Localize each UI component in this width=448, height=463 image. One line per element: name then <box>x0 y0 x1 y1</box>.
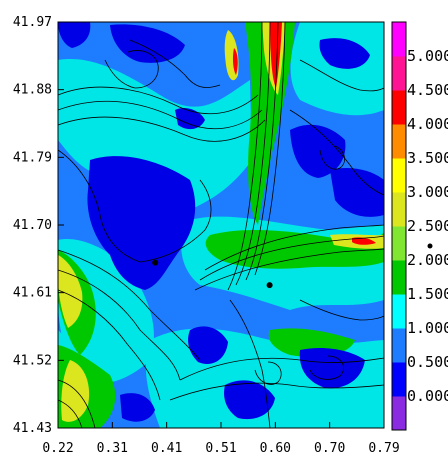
streamline <box>194 248 384 291</box>
x-tick-label: 0.60 <box>260 441 291 456</box>
colorbar-label: 3.000 <box>407 183 448 201</box>
streamline <box>289 109 384 196</box>
y-axis: 41.97 41.88 41.79 41.70 41.61 41.52 41.43 <box>13 15 64 436</box>
streamline <box>204 224 384 271</box>
streamline <box>58 399 83 428</box>
field-region <box>232 48 238 75</box>
field-region <box>245 22 295 225</box>
streamline <box>299 299 384 321</box>
streamline <box>58 116 266 142</box>
colorbar-label: 0.500 <box>407 353 448 371</box>
streamline <box>199 235 384 281</box>
x-tick-label: 0.51 <box>205 441 236 456</box>
streamline <box>319 145 345 170</box>
streamline <box>227 22 263 291</box>
streamline <box>235 22 271 286</box>
field-region <box>330 168 384 217</box>
colorbar-frame <box>391 21 407 431</box>
x-tick-label: 0.70 <box>314 441 345 456</box>
colorbar-label: 1.500 <box>407 285 448 303</box>
markers-group <box>152 259 273 289</box>
field-region <box>290 124 346 178</box>
field-region <box>290 22 384 116</box>
streamline <box>254 22 286 276</box>
streamline <box>58 249 201 361</box>
colorbar: 0.000 0.500 1.000 1.500 2.000 2.500 3.000 3.500… <box>391 21 448 431</box>
y-tick-label: 41.97 <box>13 15 52 30</box>
field-region <box>299 348 365 389</box>
streamlines <box>58 22 384 428</box>
field-region <box>224 380 275 420</box>
field-region <box>58 22 91 48</box>
x-tick-label: 0.79 <box>368 441 399 456</box>
streamline <box>299 59 384 92</box>
field-region <box>188 326 228 364</box>
colorbar-swatch <box>392 124 406 159</box>
colorbar-label: 1.000 <box>407 319 448 337</box>
y-tick-label: 41.43 <box>13 421 52 436</box>
streamline <box>254 361 282 385</box>
field-peak-regions <box>232 22 376 245</box>
streamline <box>139 179 212 263</box>
streamline <box>104 50 159 89</box>
x-tick-label: 0.41 <box>151 441 182 456</box>
colorbar-label: 4.500 <box>407 81 448 99</box>
legend-dot <box>427 243 433 249</box>
colorbar-swatch <box>392 22 406 57</box>
colorbar-swatch <box>392 362 406 397</box>
streamline <box>58 289 161 401</box>
streamline <box>179 357 384 381</box>
colorbar-swatch <box>392 192 406 227</box>
field-region <box>319 38 370 69</box>
x-tick-label: 0.22 <box>42 441 73 456</box>
field-region <box>58 255 83 328</box>
streamline <box>58 86 259 115</box>
colorbar-label: 2.500 <box>407 217 448 235</box>
colorbar-swatch <box>392 158 406 193</box>
marker-point <box>152 259 159 266</box>
colorbar-swatch <box>392 396 406 431</box>
field-region <box>270 22 282 88</box>
colorbar-label: 4.000 <box>407 115 448 133</box>
y-tick-label: 41.70 <box>13 218 52 233</box>
field-region <box>120 393 155 422</box>
streamline <box>58 379 96 428</box>
field-region <box>87 156 196 290</box>
colorbar-label: 5.000 <box>407 47 448 65</box>
x-axis: 0.22 0.31 0.41 0.51 0.60 0.70 0.79 <box>42 422 400 456</box>
marker-point <box>266 282 273 289</box>
y-tick-label: 41.88 <box>13 83 52 98</box>
colorbar-label: 0.000 <box>407 387 448 405</box>
field-region <box>110 24 185 63</box>
y-tick-label: 41.61 <box>13 286 52 301</box>
colorbar-swatch <box>392 56 406 91</box>
colorbar-swatch <box>392 226 406 261</box>
colorbar-swatch <box>392 294 406 329</box>
field-low-regions <box>58 22 384 422</box>
streamline <box>169 382 384 401</box>
velocity-field <box>58 22 384 428</box>
streamline <box>129 39 221 88</box>
streamline <box>58 100 263 130</box>
streamline <box>229 299 271 428</box>
y-tick-label: 41.79 <box>13 150 52 165</box>
streamline <box>58 149 141 263</box>
field-region <box>175 108 205 130</box>
colorbar-label: 2.000 <box>407 251 448 269</box>
colorbar-swatch <box>392 260 406 295</box>
colorbar-swatch <box>392 328 406 363</box>
x-tick-label: 0.31 <box>97 441 128 456</box>
y-tick-label: 41.52 <box>13 353 52 368</box>
colorbar-swatch <box>392 90 406 125</box>
colorbar-label: 3.500 <box>407 149 448 167</box>
streamline <box>58 269 181 381</box>
field-region <box>352 237 376 245</box>
streamline <box>309 355 344 380</box>
